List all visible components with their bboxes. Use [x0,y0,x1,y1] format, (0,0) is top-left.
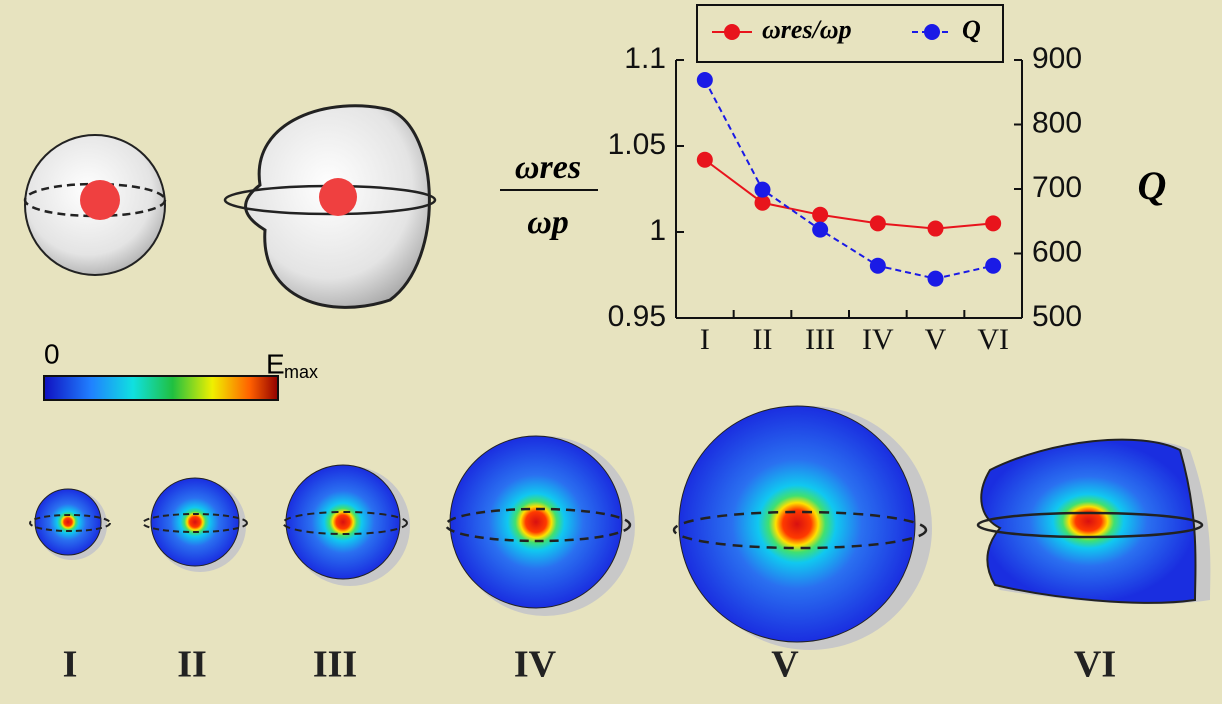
legend-marker [924,24,940,40]
legend-label: Q [962,15,981,44]
series-line [705,80,993,279]
colorbar-min: 0 [44,338,60,369]
y-tick-label: 1.05 [608,128,666,161]
legend-label: ωres/ωp [762,15,852,44]
figure-label: II [177,644,207,686]
series-line [705,160,993,229]
colorbar-max-subscript: max [284,362,318,382]
y-tick-label: 1.1 [624,42,666,75]
x-tick-label: IV [862,323,894,356]
figure-label: V [771,644,799,686]
point [697,72,713,88]
point [985,215,1001,231]
point [812,222,828,238]
figure: 0 E max ωres ωp Q 0.95 1 1.05 1.1 500 600 700 8… [0,0,1222,704]
point [812,207,828,223]
y2-tick-label: 700 [1032,171,1082,204]
x-tick-label: V [925,323,947,356]
y2-label: Q [1138,163,1167,208]
point [985,258,1001,274]
figure-label: VI [1074,644,1116,686]
point [870,258,886,274]
figure-label: IV [514,644,557,686]
y2-tick-label: 900 [1032,42,1082,75]
y2-tick-label: 500 [1032,300,1082,333]
schematic [25,106,435,308]
point [697,152,713,168]
figure-label: I [63,644,78,686]
y-tick-label: 0.95 [608,300,666,333]
y-label-denominator: ωp [527,204,569,241]
point [928,221,944,237]
x-tick-label: I [700,323,710,356]
point [755,182,771,198]
y2-tick-label: 600 [1032,235,1082,268]
figure-label: III [313,644,357,686]
x-tick-label: II [753,323,773,356]
y2-tick-label: 800 [1032,106,1082,139]
point [870,215,886,231]
legend-marker [724,24,740,40]
y-label-numerator: ωres [515,149,581,186]
colorbar [44,376,278,400]
field-spheres [30,406,1210,650]
point [928,271,944,287]
y-tick-label: 1 [649,214,666,247]
x-tick-label: VI [977,323,1009,356]
colorbar-max: E [266,348,285,379]
x-tick-label: III [805,323,835,356]
